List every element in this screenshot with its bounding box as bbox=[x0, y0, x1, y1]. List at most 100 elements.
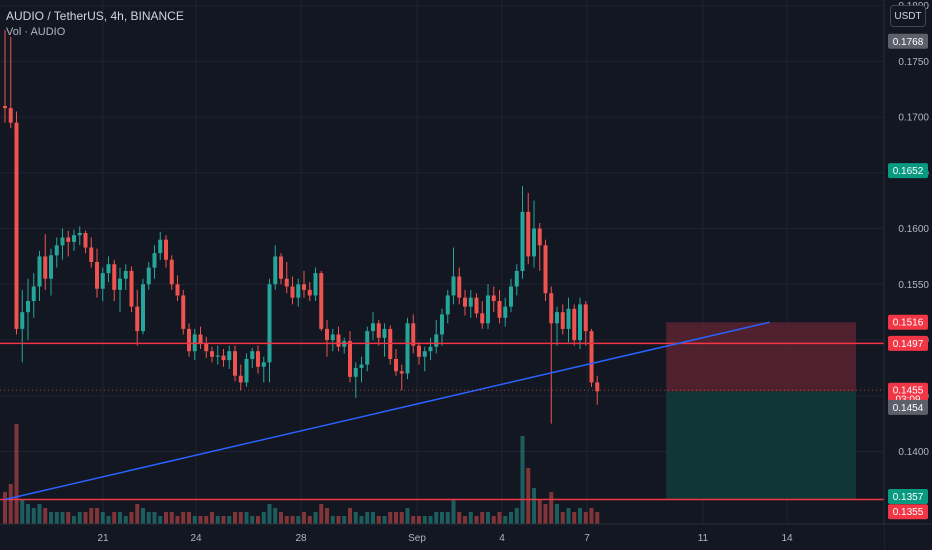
candle-body[interactable] bbox=[578, 304, 582, 341]
candle-body[interactable] bbox=[560, 312, 565, 329]
candle-body[interactable] bbox=[417, 345, 421, 357]
candle-body[interactable] bbox=[371, 323, 375, 332]
candle-body[interactable] bbox=[164, 239, 168, 260]
candle-body[interactable] bbox=[336, 334, 341, 347]
candle-body[interactable] bbox=[215, 355, 220, 357]
candle-body[interactable] bbox=[330, 334, 335, 341]
candle-body[interactable] bbox=[14, 122, 19, 329]
candle-body[interactable] bbox=[353, 367, 358, 377]
candle-body[interactable] bbox=[572, 308, 577, 341]
candle-body[interactable] bbox=[210, 351, 214, 357]
candle-body[interactable] bbox=[319, 273, 324, 329]
candle-body[interactable] bbox=[273, 256, 278, 285]
candle-body[interactable] bbox=[549, 293, 554, 324]
candle-body[interactable] bbox=[532, 228, 536, 257]
candle-body[interactable] bbox=[307, 289, 312, 296]
candle-body[interactable] bbox=[537, 228, 542, 246]
candle-body[interactable] bbox=[169, 259, 174, 285]
candle-body[interactable] bbox=[100, 273, 105, 289]
candle-body[interactable] bbox=[72, 235, 76, 242]
candle-body[interactable] bbox=[434, 334, 439, 347]
candle-body[interactable] bbox=[440, 314, 444, 335]
candle-body[interactable] bbox=[463, 297, 467, 307]
candle-body[interactable] bbox=[445, 295, 450, 315]
candle-body[interactable] bbox=[486, 295, 490, 324]
candle-body[interactable] bbox=[66, 237, 71, 242]
candle-body[interactable] bbox=[491, 295, 496, 302]
candle-body[interactable] bbox=[54, 245, 59, 256]
candle-body[interactable] bbox=[382, 328, 387, 338]
candle-body[interactable] bbox=[497, 301, 502, 318]
candle-body[interactable] bbox=[267, 284, 272, 363]
candle-body[interactable] bbox=[399, 371, 404, 374]
candle-body[interactable] bbox=[49, 255, 53, 279]
candle-body[interactable] bbox=[457, 276, 462, 298]
candle-body[interactable] bbox=[20, 312, 25, 329]
volume-indicator-label[interactable]: Vol · AUDIO bbox=[6, 26, 66, 38]
candle-body[interactable] bbox=[302, 284, 306, 290]
candle-body[interactable] bbox=[589, 331, 594, 383]
candle-body[interactable] bbox=[428, 346, 433, 352]
candle-body[interactable] bbox=[514, 270, 519, 287]
candle-body[interactable] bbox=[106, 264, 111, 274]
candle-body[interactable] bbox=[555, 312, 559, 324]
candle-body[interactable] bbox=[244, 358, 249, 383]
candle-body[interactable] bbox=[3, 105, 7, 109]
candle-body[interactable] bbox=[468, 297, 473, 307]
candle-body[interactable] bbox=[95, 262, 99, 289]
candle-body[interactable] bbox=[158, 239, 163, 254]
candle-body[interactable] bbox=[348, 341, 352, 377]
stop-loss-zone[interactable] bbox=[666, 322, 856, 392]
candle-body[interactable] bbox=[595, 382, 600, 392]
drawing-lines[interactable] bbox=[0, 321, 884, 501]
candle-body[interactable] bbox=[233, 351, 237, 376]
candle-body[interactable] bbox=[37, 256, 42, 287]
candle-body[interactable] bbox=[250, 351, 255, 359]
candle-body[interactable] bbox=[296, 284, 301, 298]
candle-body[interactable] bbox=[365, 331, 370, 365]
candle-body[interactable] bbox=[141, 284, 145, 332]
candle-body[interactable] bbox=[422, 351, 427, 357]
take-profit-zone[interactable] bbox=[666, 391, 856, 500]
candle-body[interactable] bbox=[204, 343, 209, 352]
candle-body[interactable] bbox=[359, 364, 364, 368]
candle-body[interactable] bbox=[261, 362, 266, 367]
candle-body[interactable] bbox=[509, 286, 513, 307]
candle-body[interactable] bbox=[175, 284, 180, 296]
candle-body[interactable] bbox=[89, 247, 94, 262]
candle-body[interactable] bbox=[480, 313, 485, 324]
candle-body[interactable] bbox=[313, 273, 318, 296]
candle-body[interactable] bbox=[543, 245, 548, 294]
candle-body[interactable] bbox=[83, 233, 88, 248]
candle-body[interactable] bbox=[284, 278, 289, 287]
trendline[interactable] bbox=[4, 321, 770, 501]
candle-body[interactable] bbox=[238, 375, 243, 383]
candle-body[interactable] bbox=[503, 306, 508, 318]
candle-body[interactable] bbox=[411, 323, 416, 346]
candle-body[interactable] bbox=[198, 334, 203, 344]
candle-body[interactable] bbox=[290, 286, 295, 298]
candle-body[interactable] bbox=[221, 355, 226, 361]
candle-body[interactable] bbox=[566, 308, 571, 329]
candle-body[interactable] bbox=[60, 237, 65, 246]
candle-body[interactable] bbox=[526, 211, 531, 257]
candle-body[interactable] bbox=[43, 256, 48, 279]
candle-body[interactable] bbox=[256, 351, 260, 367]
candle-body[interactable] bbox=[405, 323, 410, 374]
candle-body[interactable] bbox=[146, 267, 151, 285]
candle-body[interactable] bbox=[451, 276, 456, 296]
candle-body[interactable] bbox=[376, 323, 381, 338]
time-axis[interactable]: 21 24 28 Sep 4 7 11 14 bbox=[0, 523, 932, 550]
candle-body[interactable] bbox=[26, 301, 30, 313]
candle-body[interactable] bbox=[394, 358, 398, 372]
candle-body[interactable] bbox=[227, 351, 232, 361]
currency-button[interactable]: USDT bbox=[890, 5, 926, 27]
candle-body[interactable] bbox=[129, 270, 134, 307]
candle-body[interactable] bbox=[187, 328, 191, 352]
candle-body[interactable] bbox=[583, 304, 588, 332]
candle-body[interactable] bbox=[8, 108, 13, 123]
candle-body[interactable] bbox=[112, 264, 117, 290]
candlesticks[interactable] bbox=[3, 30, 600, 424]
candle-body[interactable] bbox=[118, 278, 122, 290]
